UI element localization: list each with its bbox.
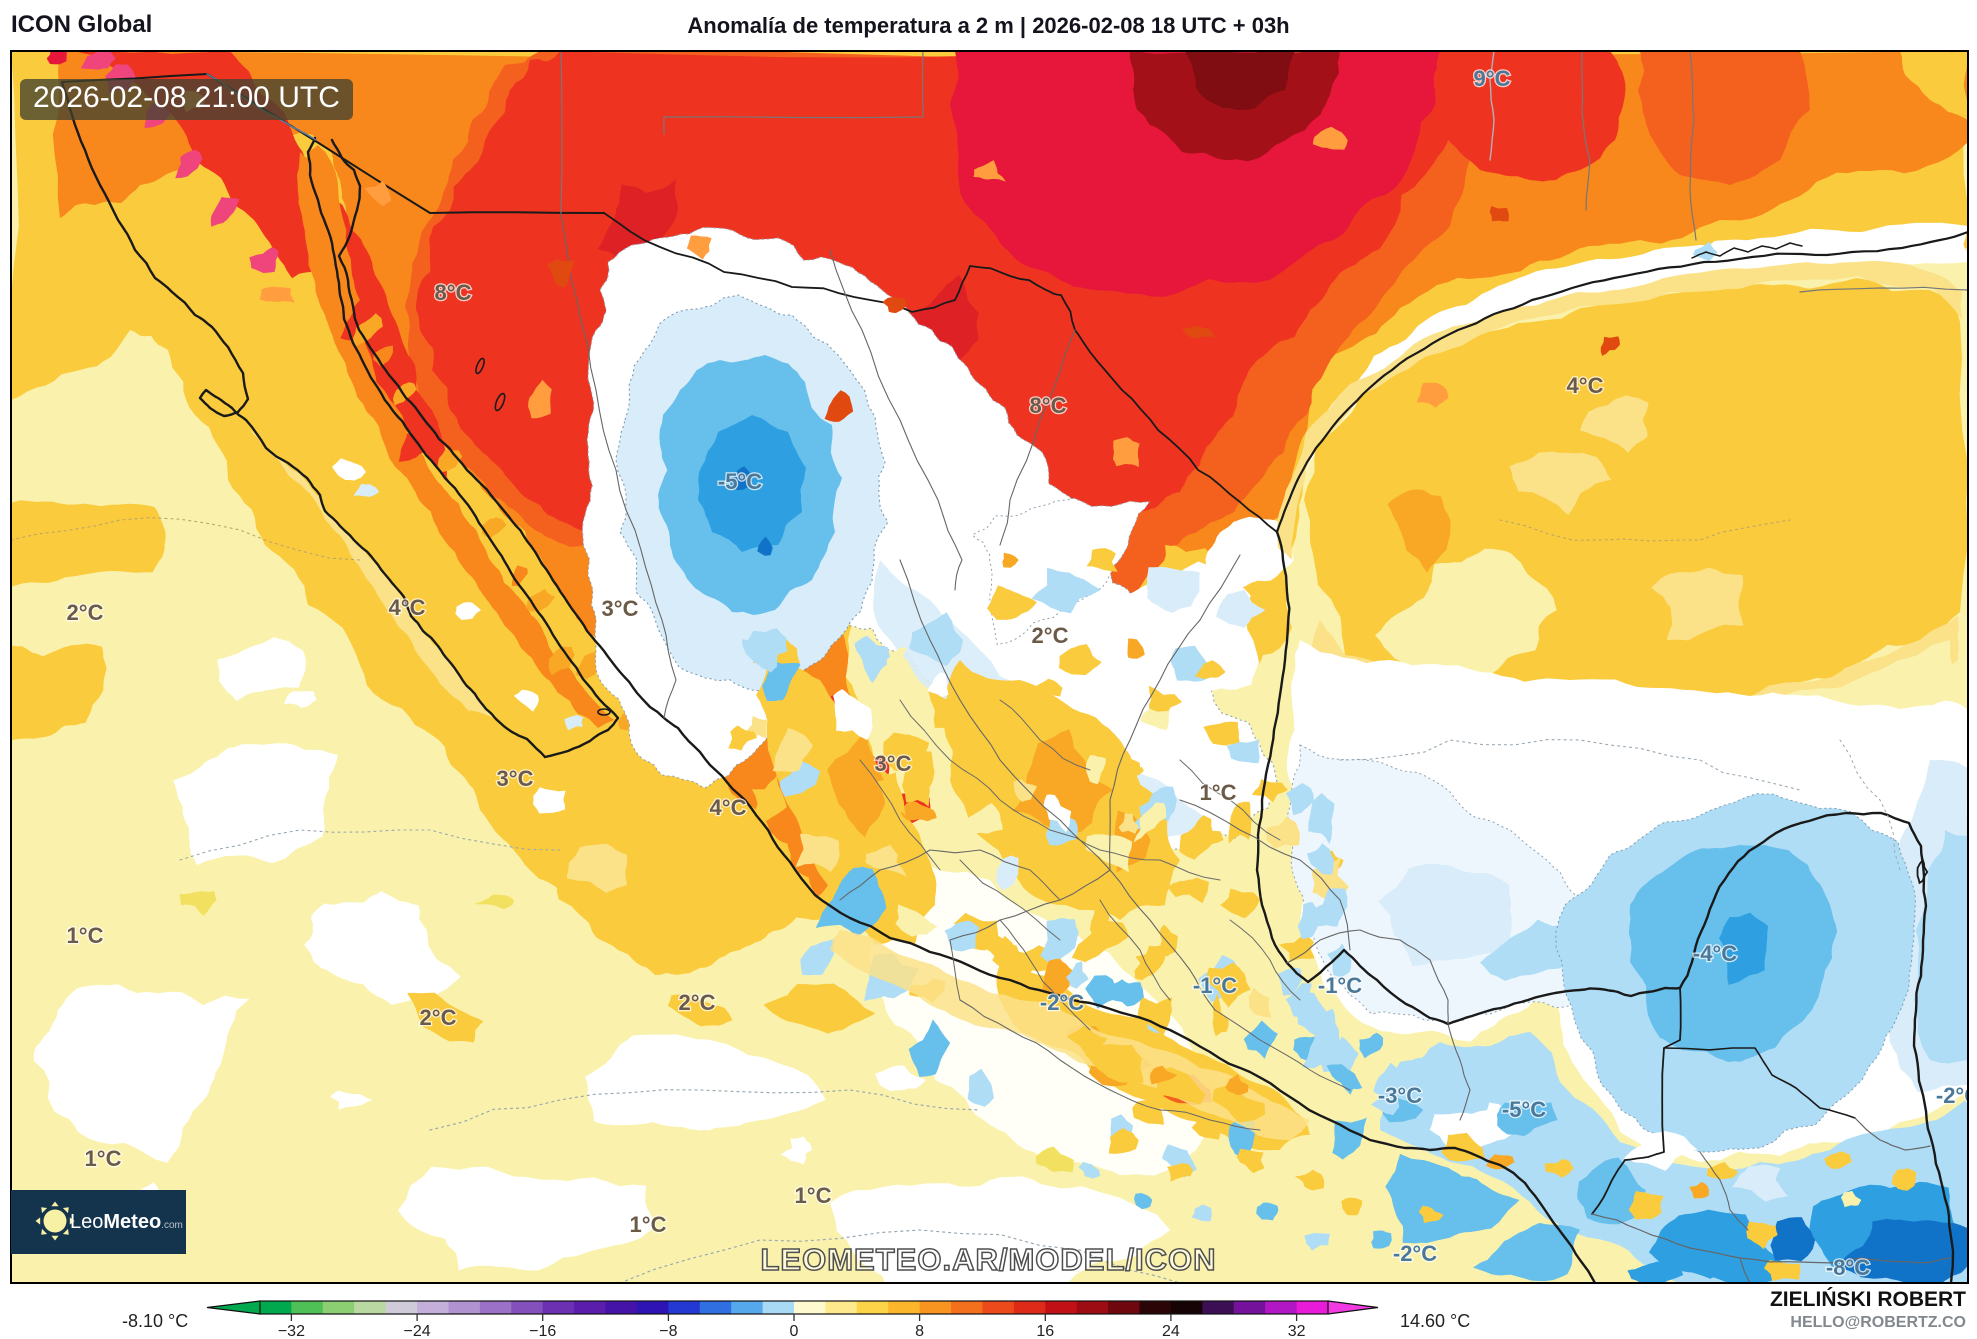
svg-text:8°C: 8°C [1030, 393, 1067, 418]
svg-text:-5°C: -5°C [1502, 1097, 1546, 1122]
svg-text:24: 24 [1162, 1323, 1180, 1339]
svg-text:1°C: 1°C [67, 923, 104, 948]
svg-text:LeoMeteo.com: LeoMeteo.com [70, 1211, 183, 1233]
svg-text:-2°C: -2°C [1393, 1241, 1437, 1266]
svg-text:2°C: 2°C [679, 990, 716, 1015]
svg-text:4°C: 4°C [710, 795, 747, 820]
svg-text:−16: −16 [529, 1323, 556, 1339]
svg-text:32: 32 [1288, 1323, 1306, 1339]
svg-text:-4°C: -4°C [1693, 941, 1737, 966]
svg-text:−24: −24 [404, 1323, 431, 1339]
svg-text:-3°C: -3°C [1378, 1083, 1422, 1108]
svg-text:3°C: 3°C [497, 766, 534, 791]
svg-text:3°C: 3°C [875, 751, 912, 776]
svg-text:−8: −8 [659, 1323, 677, 1339]
svg-text:9°C: 9°C [1474, 66, 1511, 91]
svg-text:-5°C: -5°C [718, 469, 762, 494]
svg-text:0: 0 [790, 1323, 799, 1339]
svg-text:8°C: 8°C [435, 280, 472, 305]
svg-text:1°C: 1°C [795, 1183, 832, 1208]
svg-text:−32: −32 [278, 1323, 305, 1339]
svg-text:3°C: 3°C [602, 596, 639, 621]
svg-text:-2°C: -2°C [1040, 990, 1084, 1015]
svg-text:8: 8 [915, 1323, 924, 1339]
svg-text:16: 16 [1036, 1323, 1054, 1339]
svg-text:4°C: 4°C [389, 595, 426, 620]
svg-text:2°C: 2°C [420, 1005, 457, 1030]
svg-text:1°C: 1°C [85, 1146, 122, 1171]
svg-text:4°C: 4°C [1567, 373, 1604, 398]
svg-text:-8°C: -8°C [1826, 1255, 1870, 1280]
svg-text:-1°C: -1°C [1193, 973, 1237, 998]
svg-text:-1°C: -1°C [1318, 973, 1362, 998]
svg-text:2°C: 2°C [67, 600, 104, 625]
svg-text:1°C: 1°C [1200, 780, 1237, 805]
svg-text:-2°C: -2°C [1936, 1083, 1977, 1108]
svg-text:1°C: 1°C [630, 1212, 667, 1237]
svg-text:2°C: 2°C [1032, 623, 1069, 648]
